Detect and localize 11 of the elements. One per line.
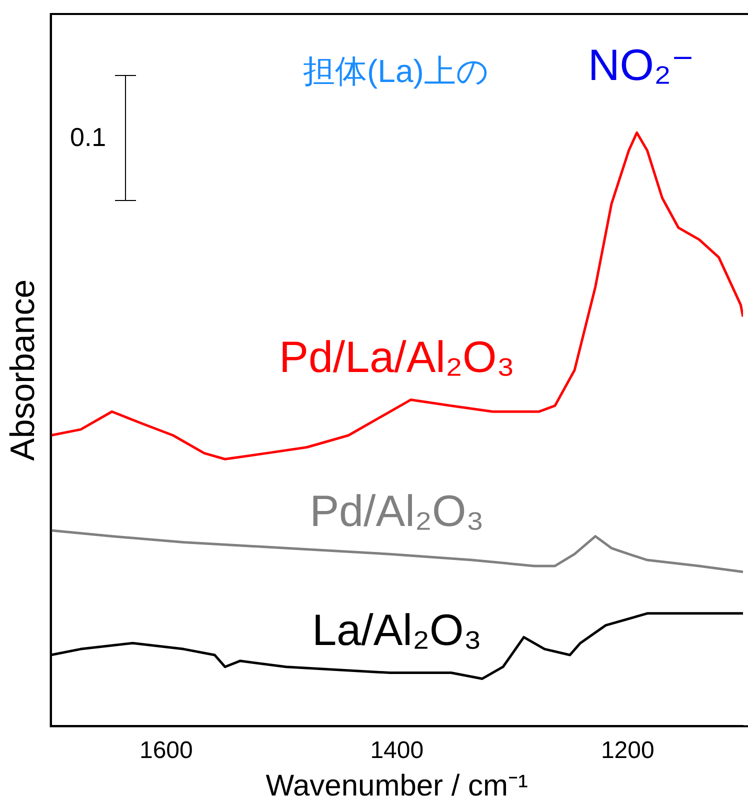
series-label: La/Al₂O₃ — [312, 606, 482, 655]
x-tick-label: 1200 — [600, 737, 654, 764]
annotation: 0.1 — [70, 122, 106, 153]
x-axis-title: Wavenumber / cm⁻¹ — [266, 769, 528, 802]
y-axis-title: Absorbance — [4, 279, 42, 461]
text: NO₂⁻ — [588, 40, 694, 91]
series-label: Pd/Al₂O₃ — [310, 487, 484, 536]
text: 担体(La)上の — [303, 52, 489, 91]
series-label: Pd/La/Al₂O₃ — [279, 332, 515, 382]
x-tick-label: 1600 — [139, 737, 193, 764]
x-tick-label: 1400 — [370, 737, 424, 764]
